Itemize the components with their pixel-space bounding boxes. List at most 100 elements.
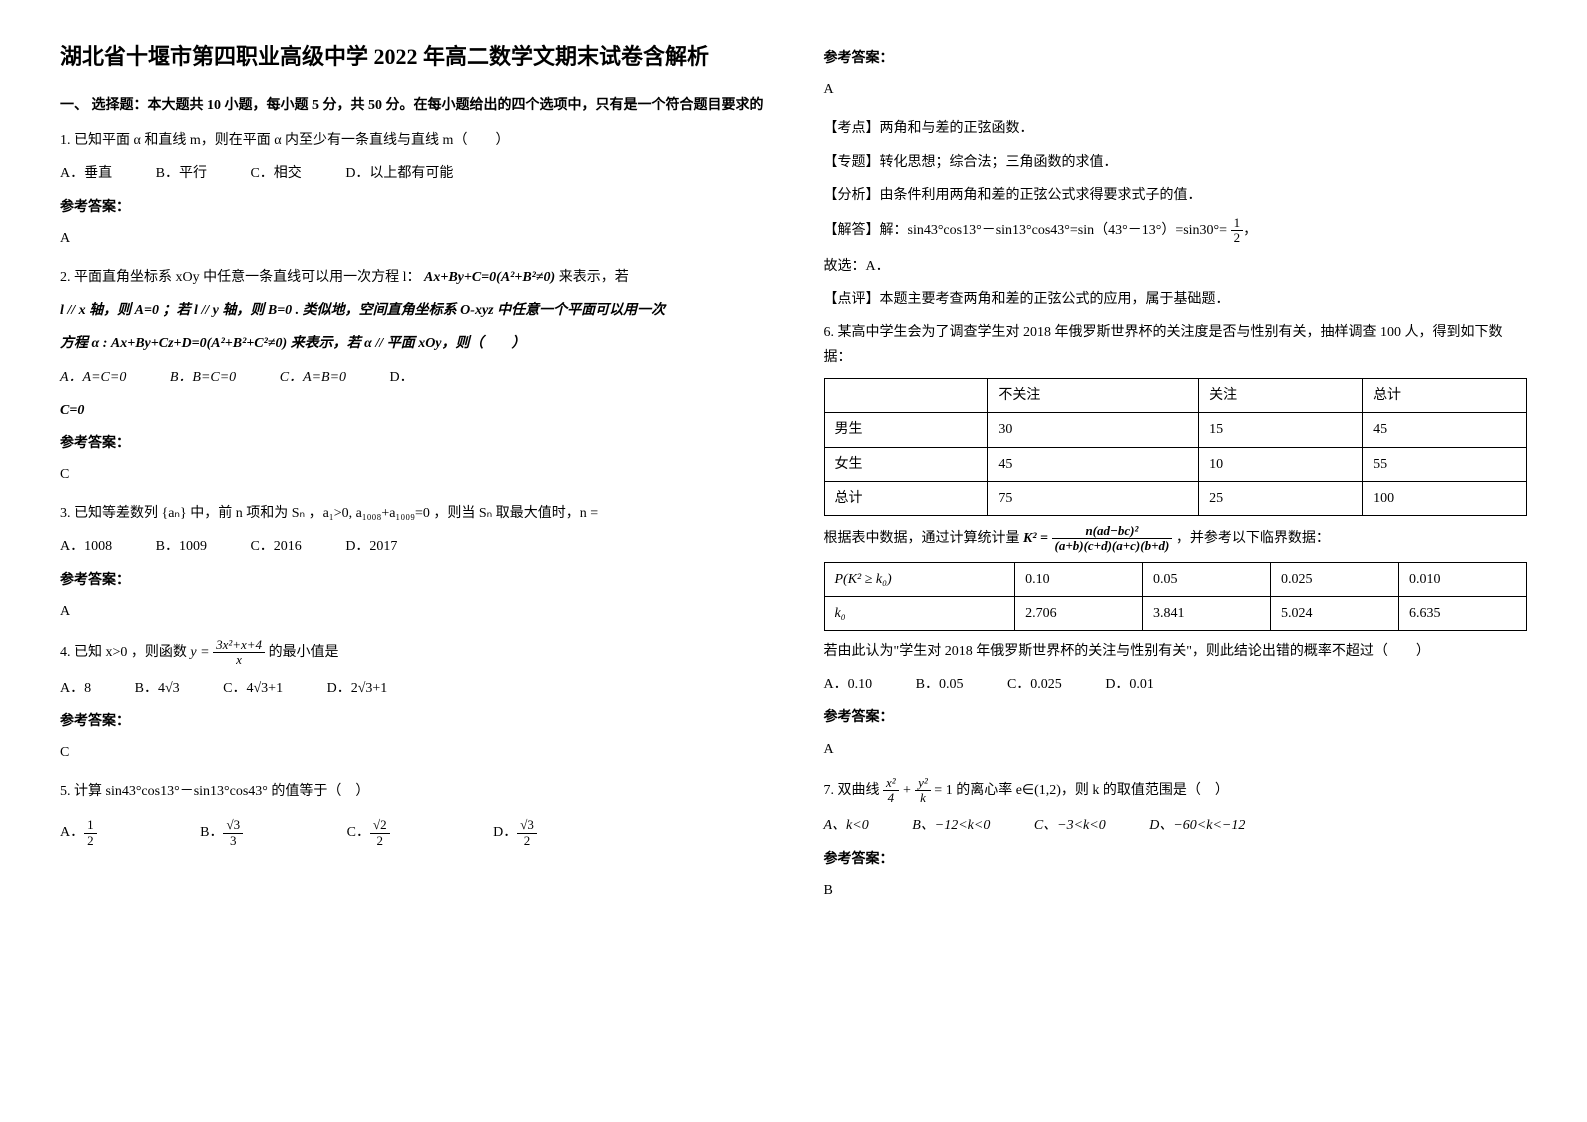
q6-tail: 若由此认为"学生对 2018 年俄罗斯世界杯的关注与性别有关"，则此结论出错的概… bbox=[824, 639, 1528, 664]
q4-fraction: 3x²+x+4 x bbox=[213, 638, 265, 668]
q4-opt-c: C．4√3+1 bbox=[223, 676, 283, 701]
cell: 不关注 bbox=[988, 379, 1199, 413]
q1-stem: 1. 已知平面 α 和直线 m，则在平面 α 内至少有一条直线与直线 m（ ） bbox=[60, 128, 764, 153]
q4-frac-num: 3x²+x+4 bbox=[213, 638, 265, 653]
q6-stem: 6. 某高中学生会为了调查学生对 2018 年俄罗斯世界杯的关注度是否与性别有关… bbox=[824, 320, 1528, 370]
q6-ans: A bbox=[824, 737, 1528, 762]
q5-jieda-frac: 12 bbox=[1231, 216, 1244, 246]
q5-kaodian: 【考点】两角和与差的正弦函数． bbox=[824, 116, 1528, 141]
q2-opt-d: D． bbox=[390, 365, 414, 390]
cell: 5.024 bbox=[1271, 596, 1399, 630]
q4-options: A．8 B．4√3 C．4√3+1 D．2√3+1 bbox=[60, 676, 764, 701]
cell: 男生 bbox=[824, 413, 988, 447]
q7-eq: = 1 的离心率 e∈(1,2)，则 k 的取值范围是（ ） bbox=[934, 783, 1229, 798]
q5-opt-a: A．12 bbox=[60, 818, 177, 848]
cell: 关注 bbox=[1199, 379, 1363, 413]
q2-opt-b: B．B=C=0 bbox=[170, 365, 236, 390]
q6-table-1: 不关注 关注 总计 男生 30 15 45 女生 45 10 55 总计 75 … bbox=[824, 378, 1528, 516]
q4-stem: 4. 已知 x>0 ，则函数 y = 3x²+x+4 x 的最小值是 bbox=[60, 638, 764, 668]
q6-formula-lhs: K² = bbox=[1023, 531, 1048, 546]
q6-formula-num: n(ad−bc)² bbox=[1052, 524, 1173, 539]
q6-opt-c: C．0.025 bbox=[1007, 672, 1062, 697]
right-column: 参考答案： A 【考点】两角和与差的正弦函数． 【专题】转化思想；综合法；三角函… bbox=[824, 40, 1528, 917]
q3-ans: A bbox=[60, 599, 764, 624]
title: 湖北省十堰市第四职业高级中学 2022 年高二数学文期末试卷含解析 bbox=[60, 40, 764, 73]
cell: 75 bbox=[988, 481, 1199, 515]
q2-ans-label: 参考答案： bbox=[60, 431, 764, 456]
cell: 45 bbox=[1363, 413, 1527, 447]
table-row: 男生 30 15 45 bbox=[824, 413, 1527, 447]
q7-opt-a: A、k<0 bbox=[824, 813, 869, 838]
q7-ans: B bbox=[824, 878, 1528, 903]
q1-opt-b: B．平行 bbox=[156, 161, 207, 186]
cell: k₀ bbox=[824, 596, 1015, 630]
q4-opt-d: D．2√3+1 bbox=[327, 676, 388, 701]
table-row: 总计 75 25 100 bbox=[824, 481, 1527, 515]
q4-frac-den: x bbox=[213, 653, 265, 667]
q2-opt-c: C．A=B=0 bbox=[280, 365, 346, 390]
q3-options: A．1008 B．1009 C．2016 D．2017 bbox=[60, 534, 764, 559]
cell: 0.010 bbox=[1398, 562, 1526, 596]
q5-ans-label: 参考答案： bbox=[824, 46, 1528, 71]
section-heading: 一、 选择题：本大题共 10 小题，每小题 5 分，共 50 分。在每小题给出的… bbox=[60, 93, 764, 118]
cell: 15 bbox=[1199, 413, 1363, 447]
q3-ans-label: 参考答案： bbox=[60, 568, 764, 593]
q7-stem: 7. 双曲线 x²4 + y²k = 1 的离心率 e∈(1,2)，则 k 的取… bbox=[824, 776, 1528, 806]
cell: 55 bbox=[1363, 447, 1527, 481]
q5-dianping: 【点评】本题主要考查两角和差的正弦公式的应用，属于基础题． bbox=[824, 287, 1528, 312]
table-row: 女生 45 10 55 bbox=[824, 447, 1527, 481]
cell: 0.025 bbox=[1271, 562, 1399, 596]
q2-stem-c: 来表示，若 bbox=[559, 270, 629, 285]
q7-plus: + bbox=[902, 783, 915, 798]
cell: 2.706 bbox=[1015, 596, 1143, 630]
q3-opt-c: C．2016 bbox=[250, 534, 301, 559]
q5-options: A．12 B．√33 C．√22 D．√32 bbox=[60, 818, 764, 848]
cell: P(K² ≥ k₀) bbox=[824, 562, 1015, 596]
q6-opt-a: A．0.10 bbox=[824, 672, 873, 697]
q7-options: A、k<0 B、−12<k<0 C、−3<k<0 D、−60<k<−12 bbox=[824, 813, 1528, 838]
q6-opt-d: D．0.01 bbox=[1105, 672, 1154, 697]
q1-options: A．垂直 B．平行 C．相交 D．以上都有可能 bbox=[60, 161, 764, 186]
q5-jieda: 【解答】解：sin43°cos13°－sin13°cos43°=sin（43°－… bbox=[824, 216, 1528, 246]
q3-opt-a: A．1008 bbox=[60, 534, 112, 559]
q5-guxuan: 故选：A． bbox=[824, 254, 1528, 279]
q6-formula-frac: n(ad−bc)² (a+b)(c+d)(a+c)(b+d) bbox=[1052, 524, 1173, 554]
q2-opt-a: A．A=C=0 bbox=[60, 365, 126, 390]
table-row: 不关注 关注 总计 bbox=[824, 379, 1527, 413]
q7-opt-c: C、−3<k<0 bbox=[1034, 813, 1106, 838]
q3-opt-b: B．1009 bbox=[156, 534, 207, 559]
q5-opt-c: C．√22 bbox=[347, 818, 470, 848]
q7-opt-b: B、−12<k<0 bbox=[912, 813, 990, 838]
cell: 30 bbox=[988, 413, 1199, 447]
q5-jieda-a: 【解答】解：sin43°cos13°－sin13°cos43°=sin（43°－… bbox=[824, 223, 1228, 238]
q6-options: A．0.10 B．0.05 C．0.025 D．0.01 bbox=[824, 672, 1528, 697]
q2-line2: l // x 轴，则 A=0 ；若 l // y 轴，则 B=0 . 类似地，空… bbox=[60, 298, 764, 323]
cell: 总计 bbox=[1363, 379, 1527, 413]
q5-fenxi: 【分析】由条件利用两角和差的正弦公式求得要求式子的值． bbox=[824, 183, 1528, 208]
q4-ans-label: 参考答案： bbox=[60, 709, 764, 734]
q4-ans: C bbox=[60, 740, 764, 765]
cell: 100 bbox=[1363, 481, 1527, 515]
cell: 0.05 bbox=[1143, 562, 1271, 596]
q4-opt-b: B．4√3 bbox=[135, 676, 180, 701]
cell: 10 bbox=[1199, 447, 1363, 481]
q7-ans-label: 参考答案： bbox=[824, 847, 1528, 872]
q5-opt-b: B．√33 bbox=[200, 818, 323, 848]
cell: 45 bbox=[988, 447, 1199, 481]
left-column: 湖北省十堰市第四职业高级中学 2022 年高二数学文期末试卷含解析 一、 选择题… bbox=[60, 40, 764, 917]
q6-mid: 根据表中数据，通过计算统计量 K² = n(ad−bc)² (a+b)(c+d)… bbox=[824, 524, 1528, 554]
q5-stem: 5. 计算 sin43°cos13°－sin13°cos43° 的值等于（ ） bbox=[60, 779, 764, 804]
q1-opt-c: C．相交 bbox=[250, 161, 301, 186]
q2-stem-a: 2. 平面直角坐标系 xOy 中任意一条直线可以用一次方程 l： bbox=[60, 270, 421, 285]
q1-ans: A bbox=[60, 226, 764, 251]
q2-line3-text: 方程 α : Ax+By+Cz+D=0(A²+B²+C²≠0) 来表示，若 α … bbox=[60, 336, 526, 351]
q2-line2-text: l // x 轴，则 A=0 ；若 l // y 轴，则 B=0 . 类似地，空… bbox=[60, 303, 665, 318]
q6-mid-a: 根据表中数据，通过计算统计量 bbox=[824, 531, 1024, 546]
q7-frac-1: x²4 bbox=[883, 776, 899, 806]
q2-stem: 2. 平面直角坐标系 xOy 中任意一条直线可以用一次方程 l： Ax+By+C… bbox=[60, 265, 764, 290]
cell: 女生 bbox=[824, 447, 988, 481]
q6-mid-b: ，并参考以下临界数据： bbox=[1176, 531, 1330, 546]
q2-opt-d-extra: C=0 bbox=[60, 398, 764, 423]
q7-stem-a: 7. 双曲线 bbox=[824, 783, 884, 798]
q6-formula-den: (a+b)(c+d)(a+c)(b+d) bbox=[1052, 539, 1173, 553]
